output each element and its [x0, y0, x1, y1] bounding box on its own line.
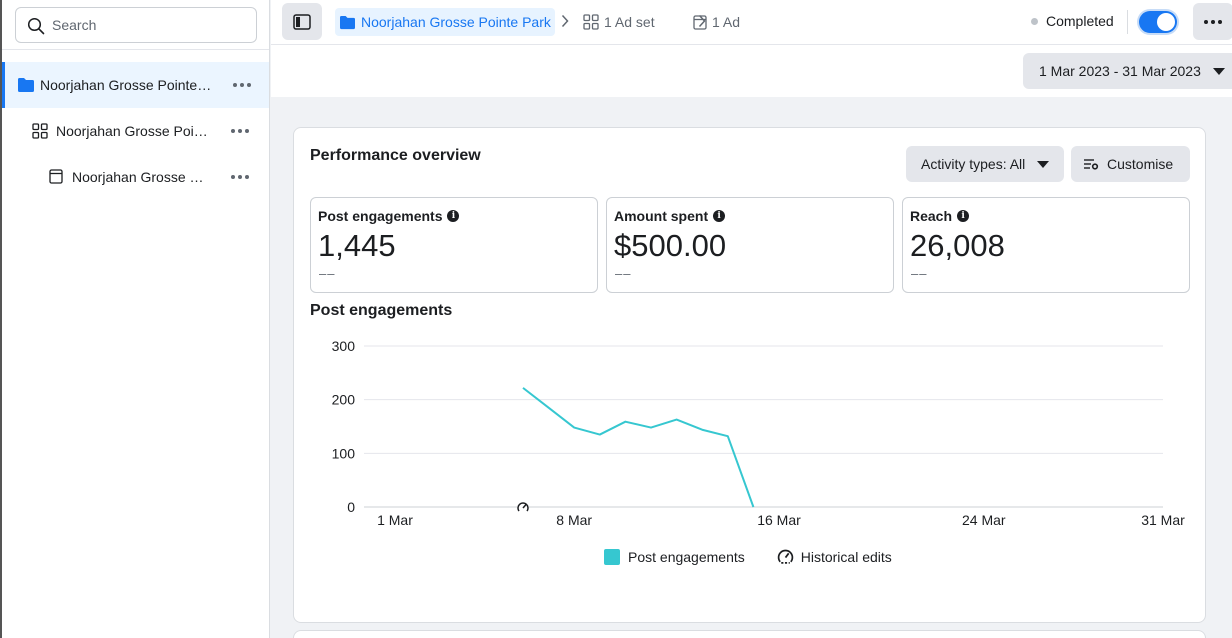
- breadcrumb-adset[interactable]: 1 Ad set: [583, 8, 655, 36]
- breadcrumb-campaign-label: Noorjahan Grosse Pointe Park: [361, 14, 551, 30]
- caret-down-icon: [1213, 68, 1225, 75]
- metric-delta: ––: [911, 266, 928, 281]
- activity-types-button[interactable]: Activity types: All: [906, 146, 1064, 182]
- window-edge: [0, 0, 2, 638]
- metric-value: $500.00: [614, 228, 727, 263]
- tree-item-label: Noorjahan Grosse Pointe Park: [72, 169, 212, 185]
- search-icon: [27, 17, 45, 35]
- search-input[interactable]: [52, 8, 252, 42]
- metric-value: 26,008: [910, 228, 1005, 263]
- chevron-right-icon: [698, 14, 706, 28]
- breadcrumb-ad-label: 1 Ad: [712, 14, 741, 30]
- next-card: [293, 630, 1206, 638]
- folder-icon: [17, 77, 35, 96]
- breadcrumb-campaign[interactable]: Noorjahan Grosse Pointe Park: [335, 8, 555, 36]
- legend-swatch: [604, 548, 620, 565]
- performance-card: Performance overview Activity types: All…: [293, 127, 1206, 623]
- grid-icon: [32, 123, 48, 142]
- breadcrumb-adset-label: 1 Ad set: [604, 14, 655, 30]
- metric-delta: ––: [615, 266, 632, 281]
- metric-card-post-engagements[interactable]: Post engagements i 1,445 ––: [310, 197, 598, 293]
- more-options-button[interactable]: [1193, 3, 1232, 40]
- metric-card-amount-spent[interactable]: Amount spent i $500.00 ––: [606, 197, 894, 293]
- status-indicator: Completed: [1031, 13, 1114, 29]
- legend-label-edits: Historical edits: [800, 548, 892, 565]
- sidebar-divider: [2, 49, 269, 50]
- metric-label: Reach: [910, 208, 953, 224]
- customise-button[interactable]: Customise: [1071, 146, 1190, 182]
- more-options-icon[interactable]: [228, 121, 252, 141]
- x-tick-label: 24 Mar: [962, 512, 1006, 528]
- info-icon[interactable]: i: [957, 210, 970, 222]
- status-label: Completed: [1046, 13, 1114, 29]
- legend-label-engagements: Post engagements: [628, 548, 745, 565]
- status-dot: [1031, 17, 1038, 25]
- metric-label: Amount spent: [614, 208, 709, 224]
- y-tick-label: 300: [332, 338, 356, 354]
- date-range-label: 1 Mar 2023 - 31 Mar 2023: [1039, 63, 1201, 79]
- activity-types-label: Activity types: All: [921, 156, 1026, 172]
- card-title: Performance overview: [310, 147, 481, 164]
- chart-title: Post engagements: [310, 302, 453, 319]
- on-off-toggle[interactable]: [1139, 11, 1177, 33]
- info-icon[interactable]: i: [713, 210, 726, 222]
- historical-edits-icon: [777, 549, 793, 564]
- metric-card-reach[interactable]: Reach i 26,008 ––: [902, 197, 1190, 293]
- post-engagements-chart: 0 100 200 300 1 Mar 8 Mar 16 Mar 24 Mar 31 Mar: [332, 338, 1185, 528]
- y-tick-label: 0: [347, 499, 355, 515]
- toggle-knob: [1157, 13, 1175, 31]
- date-range-picker[interactable]: 1 Mar 2023 - 31 Mar 2023: [1023, 53, 1232, 89]
- date-row: 1 Mar 2023 - 31 Mar 2023: [271, 45, 1232, 97]
- metric-label: Post engagements: [318, 208, 443, 224]
- tree-item-label: Noorjahan Grosse Pointe Park: [56, 123, 211, 139]
- metric-value: 1,445: [318, 228, 396, 263]
- more-options-icon[interactable]: [228, 167, 252, 187]
- search-box[interactable]: [15, 7, 257, 43]
- customise-label: Customise: [1107, 156, 1174, 172]
- chevron-right-icon: [561, 14, 569, 28]
- panel-icon: [293, 13, 311, 30]
- ad-icon: [693, 14, 707, 30]
- x-tick-label: 1 Mar: [377, 512, 413, 528]
- folder-icon: [340, 15, 355, 29]
- top-bar: Noorjahan Grosse Pointe Park 1 Ad set 1 …: [271, 0, 1232, 45]
- sidebar: Noorjahan Grosse Pointe Park Noorjahan G…: [2, 0, 270, 638]
- info-icon[interactable]: i: [447, 210, 460, 222]
- tree-item-ad[interactable]: Noorjahan Grosse Pointe Park: [2, 154, 269, 200]
- caret-down-icon: [1037, 161, 1049, 168]
- ad-icon: [49, 169, 63, 187]
- divider: [1127, 10, 1128, 34]
- tree-item-campaign[interactable]: Noorjahan Grosse Pointe Park: [2, 62, 269, 108]
- customise-icon: [1084, 159, 1099, 170]
- y-tick-label: 200: [332, 392, 356, 408]
- x-tick-label: 31 Mar: [1141, 512, 1185, 528]
- series-line: [522, 387, 755, 508]
- metric-delta: ––: [319, 266, 336, 281]
- breadcrumb-ad-item[interactable]: 1 Ad: [693, 8, 740, 36]
- chart-legend: Post engagements Historical edits: [604, 548, 892, 565]
- grid-icon: [583, 14, 599, 30]
- x-tick-label: 8 Mar: [556, 512, 592, 528]
- y-tick-label: 100: [332, 445, 356, 461]
- x-tick-label: 16 Mar: [757, 512, 801, 528]
- tree-item-label: Noorjahan Grosse Pointe Park: [40, 77, 212, 93]
- tree-item-adset[interactable]: Noorjahan Grosse Pointe Park: [2, 108, 269, 154]
- more-options-icon[interactable]: [230, 75, 254, 95]
- sidebar-toggle-button[interactable]: [282, 3, 322, 40]
- historical-edit-marker[interactable]: [517, 501, 529, 513]
